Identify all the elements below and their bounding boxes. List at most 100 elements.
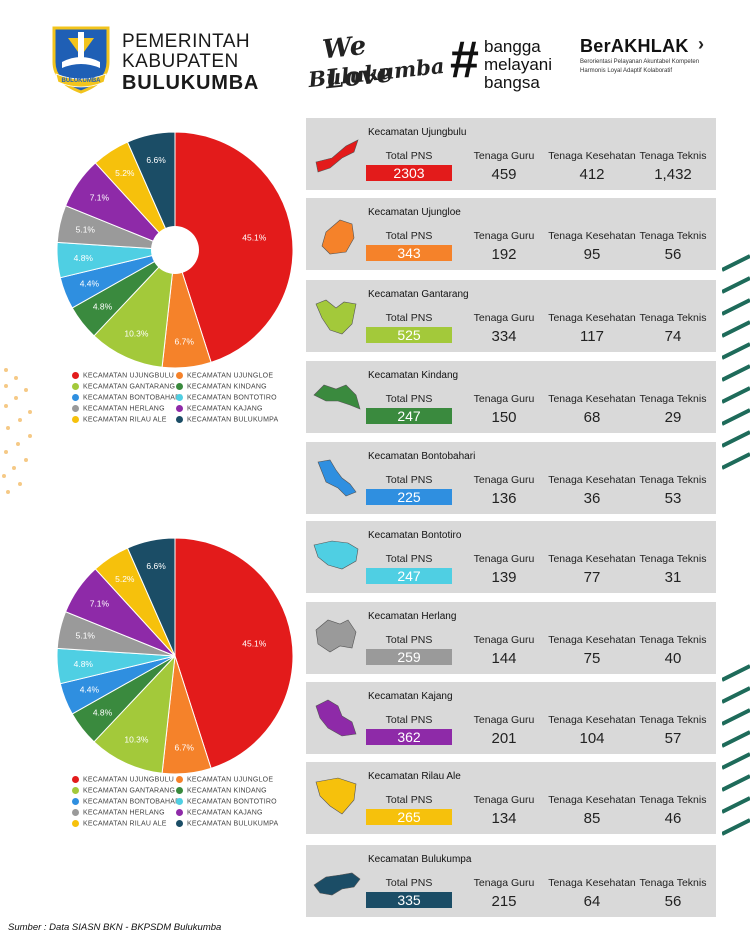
legend-label: KECAMATAN KAJANG bbox=[187, 809, 263, 817]
district-card: Kecamatan Bontotiro Total PNS 247 Tenaga Gu… bbox=[306, 521, 716, 593]
tenaga-kesehatan-label: Tenaga Kesehatan bbox=[548, 794, 636, 806]
legend-label: KECAMATAN BONTOTIRO bbox=[187, 798, 277, 806]
legend-item: KECAMATAN KINDANG bbox=[176, 787, 267, 794]
district-map-icon bbox=[315, 139, 359, 173]
legend-item: KECAMATAN RILAU ALE bbox=[72, 416, 167, 423]
tenaga-teknis-value: 74 bbox=[664, 328, 682, 345]
tenaga-teknis-value: 31 bbox=[664, 569, 682, 586]
legend-item: KECAMATAN KAJANG bbox=[176, 405, 263, 412]
tenaga-kesehatan-label: Tenaga Kesehatan bbox=[548, 393, 636, 405]
header: BULUKUMBA PEMERINTAH KABUPATEN BULUKUMBA… bbox=[0, 0, 750, 108]
tenaga-kesehatan-value: 117 bbox=[580, 328, 604, 345]
pie-slice-label: 5.2% bbox=[115, 574, 135, 584]
district-map-icon bbox=[313, 384, 361, 410]
berakhlak-title: BerAKHLAK bbox=[580, 36, 689, 56]
pie-slice-label: 4.4% bbox=[80, 279, 100, 289]
legend-swatch bbox=[72, 405, 79, 412]
pie-slice bbox=[174, 132, 294, 363]
tenaga-guru-value: 215 bbox=[491, 893, 517, 910]
tenaga-guru-value: 139 bbox=[491, 569, 517, 586]
legend-label: KECAMATAN GANTARANG bbox=[83, 383, 176, 391]
district-map-icon bbox=[313, 540, 359, 570]
tenaga-guru-label: Tenaga Guru bbox=[473, 312, 535, 324]
bangga-melayani-bangsa-logo: # bangga melayani bangsa bbox=[450, 32, 570, 94]
legend-swatch bbox=[72, 809, 79, 816]
tenaga-kesehatan-label: Tenaga Kesehatan bbox=[548, 877, 636, 889]
legend-item: KECAMATAN GANTARANG bbox=[72, 383, 175, 390]
legend-swatch bbox=[72, 416, 79, 423]
source-note: Sumber : Data SIASN BKN - BKPSDM Bulukum… bbox=[8, 922, 222, 933]
total-pns-value: 259 bbox=[366, 649, 452, 665]
legend-swatch bbox=[72, 394, 79, 401]
pie-slice-label: 10.3% bbox=[124, 735, 149, 745]
tenaga-kesehatan-label: Tenaga Kesehatan bbox=[548, 474, 636, 486]
district-name: Kecamatan Herlang bbox=[368, 611, 457, 622]
tenaga-kesehatan-label: Tenaga Kesehatan bbox=[548, 553, 636, 565]
tenaga-teknis-label: Tenaga Teknis bbox=[639, 393, 707, 405]
legend-item: KECAMATAN RILAU ALE bbox=[72, 820, 167, 827]
district-name: Kecamatan Kindang bbox=[368, 370, 459, 381]
bangga-line3: bangsa bbox=[484, 73, 540, 92]
legend-item: KECAMATAN KINDANG bbox=[176, 383, 267, 390]
tenaga-teknis-value: 46 bbox=[664, 810, 682, 827]
tenaga-teknis-label: Tenaga Teknis bbox=[639, 312, 707, 324]
tenaga-guru-label: Tenaga Guru bbox=[473, 230, 535, 242]
legend-label: KECAMATAN GANTARANG bbox=[83, 787, 176, 795]
district-card: Kecamatan Rilau Ale Total PNS 265 Tenaga Gu… bbox=[306, 762, 716, 834]
legend-item: KECAMATAN UJUNGBULU bbox=[72, 776, 174, 783]
district-card: Kecamatan Bulukumpa Total PNS 335 Tenaga Gu… bbox=[306, 845, 716, 917]
district-name: Kecamatan Bontotiro bbox=[368, 530, 462, 541]
legend-item: KECAMATAN GANTARANG bbox=[72, 787, 175, 794]
tenaga-guru-value: 150 bbox=[491, 409, 517, 426]
legend-label: KECAMATAN HERLANG bbox=[83, 809, 165, 817]
total-pns-label: Total PNS bbox=[385, 794, 433, 806]
pie-slice bbox=[126, 538, 176, 657]
tenaga-guru-label: Tenaga Guru bbox=[473, 474, 535, 486]
pie-slice-label: 4.8% bbox=[74, 253, 94, 263]
legend-label: KECAMATAN KINDANG bbox=[187, 787, 267, 795]
decorative-stripes-right-top bbox=[722, 254, 750, 470]
tenaga-teknis-value: 1,432 bbox=[654, 166, 692, 183]
tenaga-guru-value: 134 bbox=[491, 810, 517, 827]
tenaga-teknis-label: Tenaga Teknis bbox=[639, 794, 707, 806]
district-name: Kecamatan Ujungbulu bbox=[368, 127, 467, 138]
legend-item: KECAMATAN BONTOBAHARI bbox=[72, 394, 183, 401]
pie-slice-label: 7.1% bbox=[90, 193, 110, 203]
pie-slice-label: 5.2% bbox=[115, 168, 135, 178]
total-pns-value: 335 bbox=[366, 892, 452, 908]
tenaga-teknis-value: 40 bbox=[664, 650, 682, 667]
tenaga-guru-value: 192 bbox=[491, 246, 517, 263]
tenaga-guru-label: Tenaga Guru bbox=[473, 393, 535, 405]
legend-label: KECAMATAN BONTOBAHARI bbox=[83, 394, 183, 402]
pie-chart-2: 45.1% 6.7% 10.3% 4.8% 4.4% 4.8% 5.1% 7.1% 5.2% 6.… bbox=[56, 538, 294, 775]
district-map-icon bbox=[321, 219, 355, 255]
legend-item: KECAMATAN BULUKUMPA bbox=[176, 416, 278, 423]
pie-chart-1-legend: KECAMATAN UJUNGBULU KECAMATAN UJUNGLOE KEC… bbox=[72, 372, 302, 432]
tenaga-guru-value: 459 bbox=[491, 166, 517, 183]
legend-item: KECAMATAN BONTOTIRO bbox=[176, 394, 277, 401]
tenaga-kesehatan-label: Tenaga Kesehatan bbox=[548, 230, 636, 242]
legend-label: KECAMATAN BULUKUMPA bbox=[187, 416, 279, 424]
pie-slice-label: 7.1% bbox=[90, 599, 110, 609]
tenaga-guru-label: Tenaga Guru bbox=[473, 714, 535, 726]
total-pns-label: Total PNS bbox=[385, 150, 433, 162]
pie-slice-label: 4.4% bbox=[80, 685, 100, 695]
pie-slice-label: 6.6% bbox=[146, 155, 166, 165]
tenaga-kesehatan-label: Tenaga Kesehatan bbox=[548, 312, 636, 324]
legend-swatch bbox=[176, 372, 183, 379]
district-name: Kecamatan Bontobahari bbox=[368, 451, 476, 462]
total-pns-value: 265 bbox=[366, 809, 452, 825]
total-pns-label: Total PNS bbox=[385, 634, 433, 646]
legend-label: KECAMATAN UJUNGBULU bbox=[83, 776, 175, 784]
legend-label: KECAMATAN UJUNGLOE bbox=[187, 372, 274, 380]
tenaga-teknis-value: 56 bbox=[664, 246, 682, 263]
tenaga-guru-label: Tenaga Guru bbox=[473, 150, 535, 162]
tenaga-guru-value: 144 bbox=[491, 650, 517, 667]
berakhlak-logo: BerAKHLAK › Berorientasi Pelayanan Akunt… bbox=[580, 34, 730, 86]
legend-item: KECAMATAN UJUNGLOE bbox=[176, 776, 273, 783]
district-map-icon bbox=[315, 777, 357, 815]
district-card: Kecamatan Gantarang Total PNS 525 Tenaga Gu… bbox=[306, 280, 716, 352]
legend-label: KECAMATAN HERLANG bbox=[83, 405, 165, 413]
tenaga-kesehatan-value: 68 bbox=[583, 409, 601, 426]
legend-swatch bbox=[176, 798, 183, 805]
